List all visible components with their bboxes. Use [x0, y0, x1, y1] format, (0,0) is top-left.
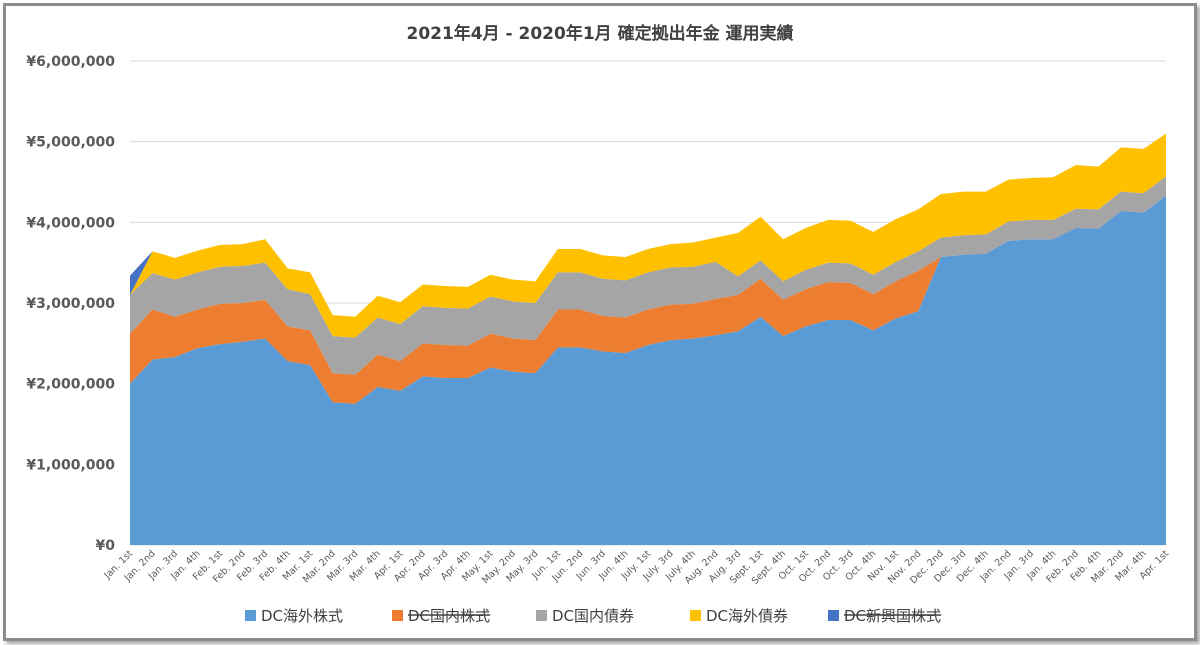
legend-label: DC国内株式 [408, 607, 490, 625]
chart-title: 2021年4月 - 2020年1月 確定拠出年金 運用実績 [406, 23, 793, 44]
legend-label: DC国内債券 [552, 607, 634, 625]
y-tick-label: ¥2,000,000 [26, 377, 115, 393]
area-series-path [130, 176, 1166, 375]
legend-label: DC海外債券 [706, 607, 788, 625]
legend-label: DC新興国株式 [844, 607, 941, 625]
y-tick-label: ¥0 [96, 538, 116, 554]
legend-label: DC海外株式 [261, 607, 343, 625]
y-tick-label: ¥5,000,000 [26, 135, 115, 151]
area-series [130, 133, 1166, 546]
legend-swatch [536, 610, 547, 621]
legend-swatch [245, 610, 256, 621]
y-axis-ticks: ¥0 ¥1,000,000 ¥2,000,000 ¥3,000,000 ¥4,000,0… [26, 54, 115, 554]
area-series-path [130, 133, 1166, 338]
y-tick-label: ¥1,000,000 [26, 457, 115, 473]
legend-swatch [690, 610, 701, 621]
y-tick-label: ¥6,000,000 [26, 54, 115, 70]
area-series-path [130, 195, 1166, 546]
legend: DC海外株式 DC国内株式 DC国内債券 DC海外債券 DC新興国株式 [245, 607, 942, 625]
legend-swatch [828, 610, 839, 621]
y-tick-label: ¥4,000,000 [26, 215, 115, 231]
legend-swatch [392, 610, 403, 621]
y-tick-label: ¥3,000,000 [26, 296, 115, 312]
